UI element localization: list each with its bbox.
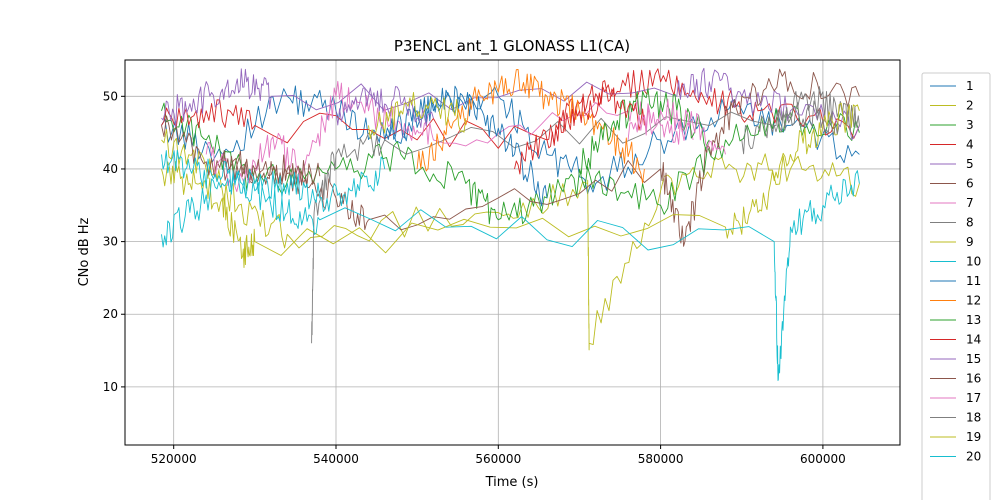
x-tick-label: 540000 <box>313 452 359 466</box>
series-line-13 <box>579 88 710 175</box>
legend-label-3: 3 <box>966 118 974 132</box>
x-axis-label: Time (s) <box>485 475 539 490</box>
series-line-11 <box>384 85 548 207</box>
y-axis-label: CNo dB Hz <box>77 217 92 286</box>
series-line-15 <box>335 86 434 128</box>
y-tick-label: 20 <box>103 307 118 321</box>
chart-title: P3ENCL ant_1 GLONASS L1(CA) <box>394 37 630 56</box>
y-tick-label: 50 <box>103 89 118 103</box>
series-line-6 <box>161 68 860 247</box>
y-tick-label: 40 <box>103 162 118 176</box>
legend-label-13: 13 <box>966 313 981 327</box>
legend-label-9: 9 <box>966 235 974 249</box>
x-tick-label: 560000 <box>475 452 521 466</box>
legend-label-6: 6 <box>966 177 974 191</box>
series-line-8 <box>311 86 860 344</box>
y-tick-label: 30 <box>103 235 118 249</box>
legend-label-17: 17 <box>966 391 981 405</box>
series-line-4 <box>161 68 860 149</box>
x-tick-label: 520000 <box>151 452 197 466</box>
legend-label-8: 8 <box>966 216 974 230</box>
series-line-19 <box>368 92 467 140</box>
legend-box <box>921 72 991 500</box>
legend-label-18: 18 <box>966 411 981 425</box>
legend-label-14: 14 <box>966 333 981 347</box>
legend-label-10: 10 <box>966 255 981 269</box>
legend-label-20: 20 <box>966 450 981 464</box>
legend-label-7: 7 <box>966 196 974 210</box>
plot-area <box>161 67 860 381</box>
x-axis: 520000 540000 560000 580000 600000 <box>151 445 846 466</box>
legend-label-19: 19 <box>966 430 981 444</box>
series-line-16 <box>221 150 321 186</box>
legend-label-11: 11 <box>966 274 981 288</box>
legend-label-16: 16 <box>966 372 981 386</box>
series-line-18 <box>741 100 840 155</box>
y-tick-label: 10 <box>103 380 118 394</box>
legend-label-15: 15 <box>966 352 981 366</box>
series-line-5 <box>161 67 860 141</box>
legend-label-4: 4 <box>966 138 974 152</box>
series-line-2 <box>161 128 860 351</box>
legend-label-2: 2 <box>966 99 974 113</box>
series-line-20 <box>161 149 386 212</box>
x-tick-label: 600000 <box>800 452 846 466</box>
series-line-10 <box>161 169 860 381</box>
legend-label-12: 12 <box>966 294 981 308</box>
grid <box>125 60 900 445</box>
series-line-17 <box>627 98 726 155</box>
plot-frame <box>124 59 901 446</box>
series-line-14 <box>514 84 645 175</box>
x-tick-label: 580000 <box>638 452 684 466</box>
y-axis: 10 20 30 40 50 <box>103 89 125 394</box>
legend-label-1: 1 <box>966 79 974 93</box>
legend-label-5: 5 <box>966 157 974 171</box>
